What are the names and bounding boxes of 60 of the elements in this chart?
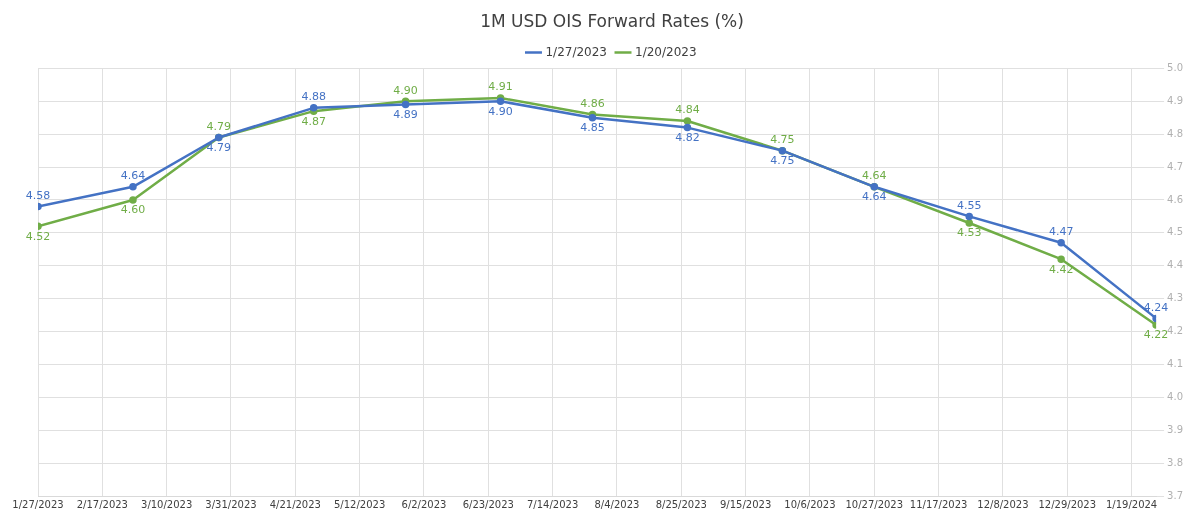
y-tick-label: 4.9 bbox=[1167, 94, 1183, 106]
data-label: 4.88 bbox=[301, 90, 326, 104]
data-label: 4.75 bbox=[770, 132, 795, 146]
data-label: 4.53 bbox=[956, 226, 982, 240]
x-tick-label: 10/6/2023 bbox=[784, 498, 836, 510]
data-label: 4.75 bbox=[770, 153, 795, 167]
data-label: 4.91 bbox=[488, 80, 513, 94]
x-tick-label: 1/27/2023 bbox=[12, 498, 64, 510]
data-label: 4.89 bbox=[393, 107, 418, 121]
data-label: 4.64 bbox=[862, 190, 887, 204]
y-tick-label: 4.8 bbox=[1167, 127, 1183, 139]
y-tick-label: 4.5 bbox=[1167, 226, 1183, 238]
data-label: 4.82 bbox=[675, 130, 700, 144]
y-tick-label: 4.4 bbox=[1167, 259, 1183, 271]
data-label: 4.86 bbox=[580, 96, 605, 110]
chart-title: 1M USD OIS Forward Rates (%) bbox=[480, 10, 744, 31]
y-tick-label: 4.0 bbox=[1167, 390, 1183, 402]
data-label: 4.60 bbox=[120, 203, 146, 217]
data-label: 4.47 bbox=[1048, 225, 1074, 239]
x-tick-label: 9/15/2023 bbox=[719, 498, 772, 510]
data-label: 4.90 bbox=[393, 83, 418, 97]
y-tick-label: 3.8 bbox=[1167, 456, 1183, 468]
x-tick-label: 5/12/2023 bbox=[334, 498, 386, 510]
data-label: 4.87 bbox=[301, 114, 326, 128]
y-tick-label: 5.0 bbox=[1167, 61, 1183, 73]
x-tick-label: 12/8/2023 bbox=[977, 498, 1029, 510]
y-tick-label: 4.6 bbox=[1167, 193, 1183, 205]
y-tick-label: 4.7 bbox=[1167, 160, 1183, 172]
data-label: 4.79 bbox=[206, 119, 231, 133]
x-tick-label: 11/17/2023 bbox=[909, 498, 968, 510]
x-tick-label: 4/21/2023 bbox=[269, 498, 321, 510]
x-tick-label: 8/4/2023 bbox=[594, 498, 640, 510]
data-label: 4.55 bbox=[956, 198, 982, 212]
x-tick-label: 6/23/2023 bbox=[462, 498, 514, 510]
y-tick-label: 4.3 bbox=[1167, 292, 1183, 304]
data-label: 4.84 bbox=[675, 103, 700, 117]
legend-label: 1/20/2023 bbox=[635, 44, 697, 59]
data-label: 4.64 bbox=[862, 169, 887, 183]
x-tick-label: 3/31/2023 bbox=[205, 498, 257, 510]
y-tick-label: 3.9 bbox=[1167, 423, 1183, 435]
data-label: 4.58 bbox=[25, 188, 51, 202]
data-label: 4.52 bbox=[25, 229, 51, 243]
x-tick-label: 1/19/2024 bbox=[1105, 498, 1158, 510]
x-tick-label: 2/17/2023 bbox=[76, 498, 128, 510]
data-label: 4.79 bbox=[206, 140, 231, 154]
legend-label: 1/27/2023 bbox=[545, 44, 607, 59]
x-tick-label: 7/14/2023 bbox=[526, 498, 579, 510]
x-tick-label: 8/25/2023 bbox=[655, 498, 707, 510]
data-label: 4.22 bbox=[1143, 328, 1169, 342]
data-label: 4.85 bbox=[580, 121, 605, 135]
y-tick-label: 4.1 bbox=[1167, 358, 1183, 370]
y-tick-label: 3.7 bbox=[1167, 489, 1183, 501]
y-tick-label: 4.2 bbox=[1167, 325, 1183, 337]
data-label: 4.64 bbox=[120, 169, 146, 183]
x-tick-label: 6/2/2023 bbox=[401, 498, 447, 510]
data-label: 4.90 bbox=[488, 104, 513, 118]
x-tick-label: 10/27/2023 bbox=[845, 498, 904, 510]
x-tick-label: 3/10/2023 bbox=[141, 498, 193, 510]
x-tick-label: 12/29/2023 bbox=[1038, 498, 1097, 510]
data-label: 4.24 bbox=[1143, 300, 1169, 314]
